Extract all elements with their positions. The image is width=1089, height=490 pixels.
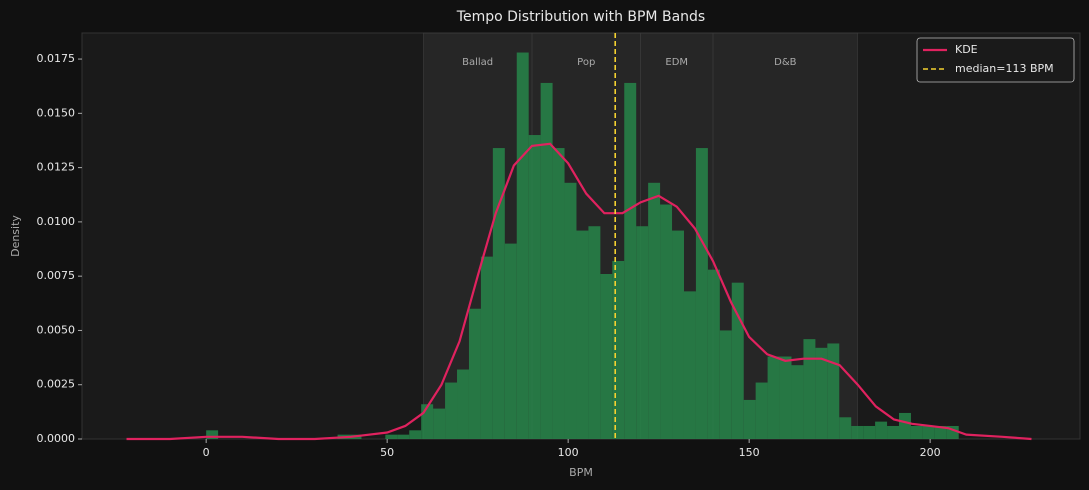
band-label: Pop — [577, 57, 595, 68]
chart-title: Tempo Distribution with BPM Bands — [456, 9, 705, 25]
histogram-bar — [863, 425, 876, 439]
histogram-bar — [457, 369, 469, 439]
histogram-bar — [648, 182, 661, 439]
histogram-bar — [887, 425, 900, 439]
histogram-bar — [934, 425, 947, 439]
histogram-bar — [755, 382, 768, 439]
histogram-bar — [421, 404, 434, 439]
histogram-bar — [504, 243, 517, 439]
x-tick-label: 0 — [203, 446, 210, 459]
y-tick-label: 0.0000 — [37, 432, 76, 445]
histogram-bar — [588, 226, 601, 439]
x-tick-label: 100 — [558, 446, 579, 459]
y-tick-label: 0.0125 — [37, 161, 76, 174]
histogram-bar — [612, 260, 625, 439]
y-tick-label: 0.0175 — [37, 52, 76, 65]
legend-label: median=113 BPM — [955, 62, 1054, 75]
histogram-bar — [815, 347, 828, 439]
histogram-bar — [672, 230, 684, 439]
x-tick-label: 150 — [739, 446, 760, 459]
histogram-bar — [468, 308, 481, 439]
x-tick-label: 200 — [920, 446, 941, 459]
y-tick-label: 0.0100 — [37, 215, 76, 228]
histogram-bar — [731, 282, 744, 439]
histogram-bar — [851, 425, 864, 439]
histogram-bar — [636, 226, 649, 439]
y-tick-label: 0.0150 — [37, 106, 76, 119]
histogram-bar — [779, 356, 792, 439]
histogram-bar — [683, 291, 696, 439]
histogram-bar — [540, 82, 553, 440]
histogram-bar — [791, 365, 804, 439]
histogram-bar — [445, 382, 458, 439]
histogram-bar — [206, 430, 219, 439]
histogram-bar — [743, 399, 756, 439]
band-label: Ballad — [462, 57, 493, 68]
histogram-bar — [600, 273, 613, 439]
x-tick-label: 50 — [380, 446, 394, 459]
band-label: EDM — [665, 57, 688, 68]
histogram-bar — [552, 148, 565, 439]
y-tick-label: 0.0075 — [37, 269, 76, 282]
band-label: D&B — [774, 57, 796, 68]
histogram-bar — [827, 343, 840, 439]
histogram-bar — [564, 182, 577, 439]
histogram-bar — [433, 408, 446, 439]
legend-label: KDE — [955, 43, 978, 56]
histogram-bar — [875, 421, 888, 439]
x-axis-label: BPM — [569, 466, 593, 479]
histogram-bar — [899, 412, 911, 439]
y-tick-label: 0.0025 — [37, 378, 76, 391]
histogram-bar — [576, 230, 589, 439]
histogram-bar — [660, 204, 673, 439]
histogram-bar — [385, 434, 398, 439]
histogram-bar — [803, 339, 816, 439]
histogram-bar — [839, 417, 852, 439]
histogram-bar — [480, 256, 493, 439]
y-axis-label: Density — [9, 215, 22, 257]
histogram-bar — [624, 82, 637, 440]
histogram-bar — [707, 269, 720, 439]
histogram-bar — [492, 148, 505, 439]
histogram-bar — [767, 356, 780, 439]
kde-line — [126, 142, 1032, 441]
histogram-bar — [409, 430, 422, 439]
histogram-bar — [719, 330, 732, 439]
histogram-bar — [695, 148, 708, 439]
histogram-bar — [516, 52, 529, 440]
histogram-bar — [910, 425, 923, 439]
histogram-bar — [528, 135, 541, 439]
y-tick-label: 0.0050 — [37, 323, 76, 336]
histogram-bar — [397, 434, 410, 439]
histogram-bar — [946, 425, 959, 439]
histogram-bar — [922, 425, 935, 439]
legend-box — [916, 37, 1075, 83]
